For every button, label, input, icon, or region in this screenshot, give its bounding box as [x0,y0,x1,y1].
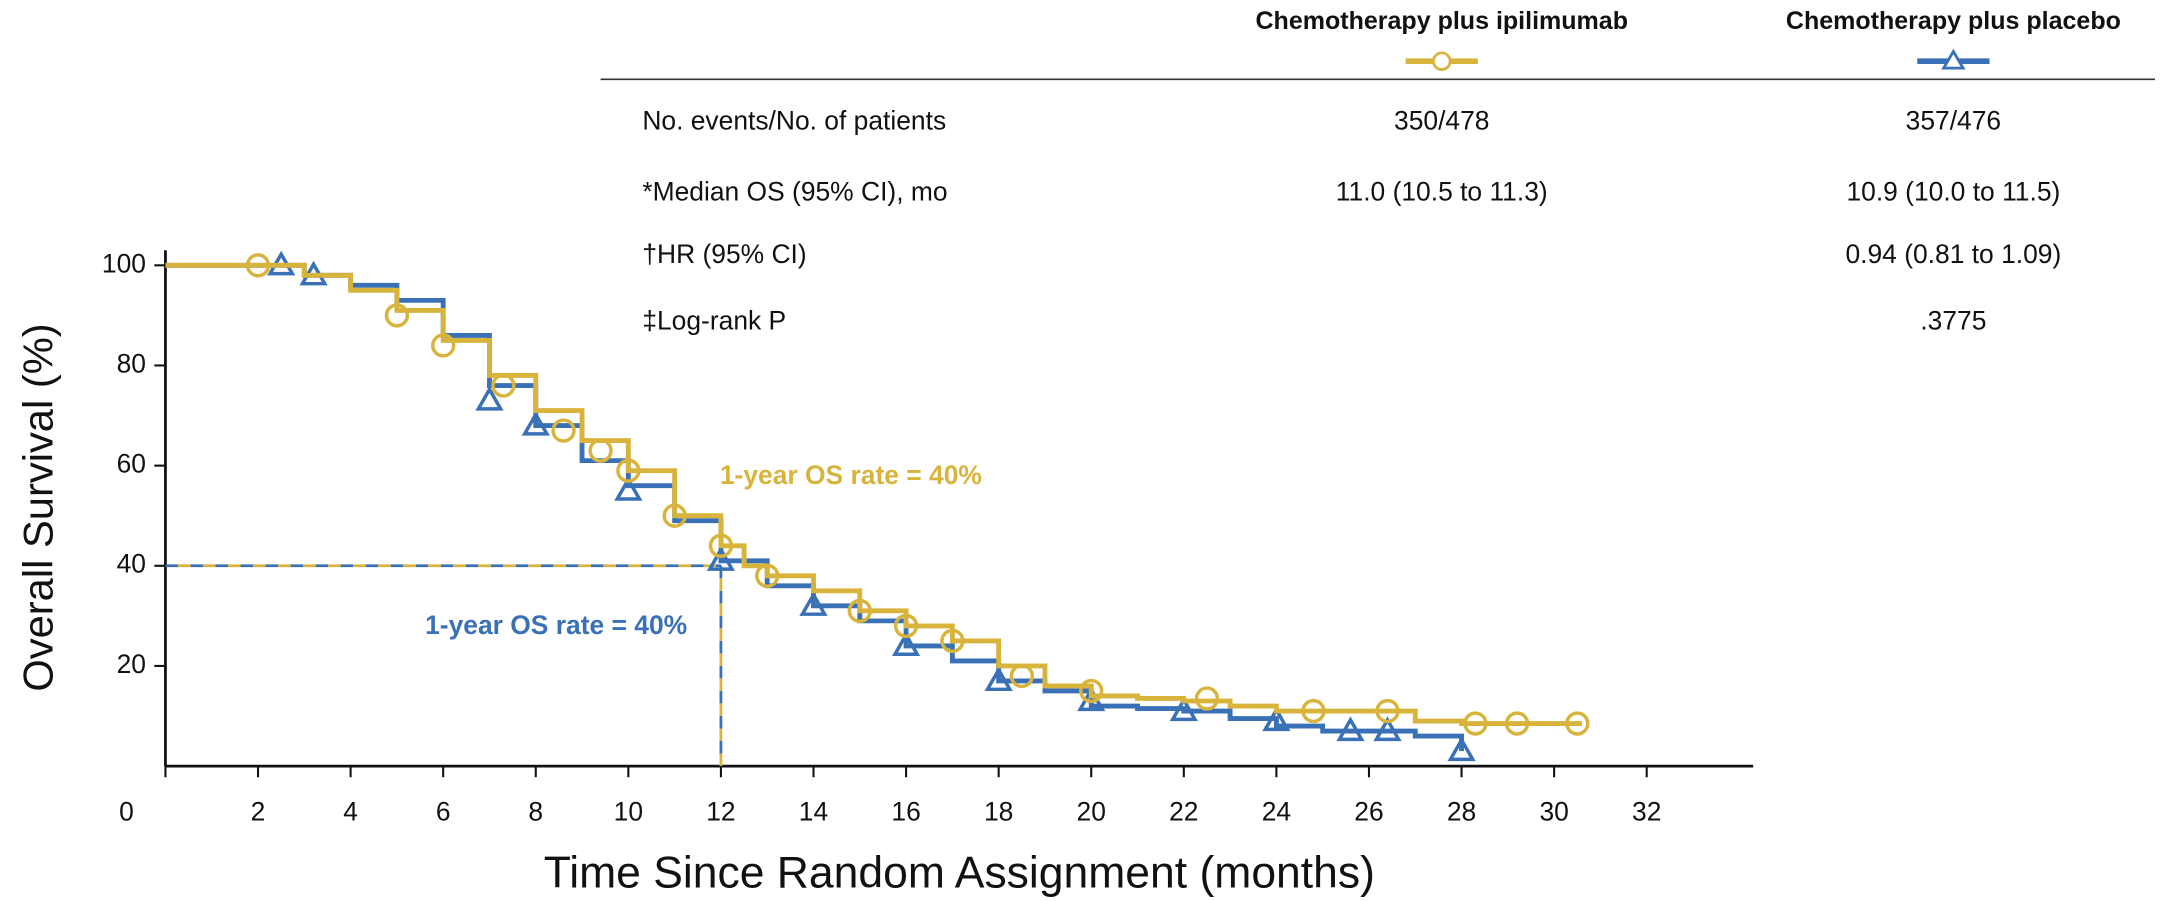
x-tick-label: 10 [614,796,643,826]
censor-marker [708,533,734,558]
censor-marker [1504,711,1530,736]
row-value: 357/476 [1906,105,2001,135]
censor-marker [1447,736,1476,762]
x-tick-label: 20 [1077,796,1106,826]
x-tick-label: 8 [528,796,543,826]
censor-marker [847,598,872,624]
x-tick-label: 28 [1447,796,1476,826]
x-tick-label: 16 [891,796,920,826]
annotation: 1-year OS rate = 40% [425,610,687,640]
censor-marker [1463,711,1488,736]
x-tick-label: 0 [119,796,134,826]
row-label: No. events/No. of patients [642,105,946,135]
y-tick-label: 100 [102,248,146,278]
censor-marker [1009,663,1034,689]
x-tick-label: 32 [1632,796,1661,826]
censor-marker [1373,716,1402,742]
censor-marker [1194,686,1220,711]
censor-marker [551,418,576,443]
row-value: 11.0 (10.5 to 11.3) [1336,176,1548,206]
censor-marker [662,503,687,528]
survival-curve [165,262,1582,726]
censor-marker [431,333,456,358]
censor-marker [940,628,965,654]
censor-marker [1169,696,1198,722]
censor-marker [706,546,736,571]
x-axis-title: Time Since Random Assignment (months) [544,849,1375,898]
censor-marker [521,410,550,436]
censor-marker [475,385,504,411]
x-tick-label: 14 [799,796,828,826]
y-axis-title: Overall Survival (%) [15,323,62,691]
censor-marker [1565,711,1590,736]
y-tick-label: 60 [117,449,146,479]
censor-marker [891,631,921,656]
censor-marker [893,613,919,639]
censor-marker [984,666,1013,692]
censor-marker [245,253,271,278]
x-tick-label: 18 [984,796,1013,826]
row-value: 0.94 (0.81 to 1.09) [1845,239,2061,269]
x-tick-label: 22 [1169,796,1198,826]
y-tick-label: 20 [117,649,146,679]
row-label: ‡Log-rank P [642,306,786,336]
censor-marker [755,563,780,588]
censor-marker [799,591,828,616]
x-tick-label: 6 [436,796,451,826]
censor-marker [1301,698,1326,724]
legend-marker [1941,48,1966,70]
row-label: †HR (95% CI) [642,239,806,269]
survival-curve [165,262,1464,752]
censor-marker [1262,706,1291,732]
y-tick-label: 80 [117,348,146,378]
x-tick-label: 12 [706,796,735,826]
x-tick-label: 26 [1354,796,1383,826]
censor-marker [384,303,410,328]
row-value: 10.9 (10.0 to 11.5) [1846,176,2060,206]
censor-marker [588,438,613,463]
row-label: *Median OS (95% CI), mo [642,176,947,206]
x-tick-label: 30 [1539,796,1568,826]
legend-label: Chemotherapy plus placebo [1786,7,2121,35]
censor-marker [1336,716,1365,742]
legend-marker [1432,51,1452,71]
censor-marker [614,476,643,501]
annotation: 1-year OS rate = 40% [720,460,982,490]
censor-marker [616,458,641,483]
row-value: .3775 [1920,306,1986,336]
row-value: 350/478 [1394,105,1489,135]
x-tick-label: 24 [1262,796,1291,826]
y-tick-label: 40 [117,549,146,579]
censor-marker [1375,698,1400,724]
x-tick-label: 2 [251,796,266,826]
censor-marker [1079,678,1104,704]
legend-label: Chemotherapy plus ipilimumab [1255,7,1628,35]
censor-marker [491,373,516,398]
x-tick-label: 4 [343,796,358,826]
